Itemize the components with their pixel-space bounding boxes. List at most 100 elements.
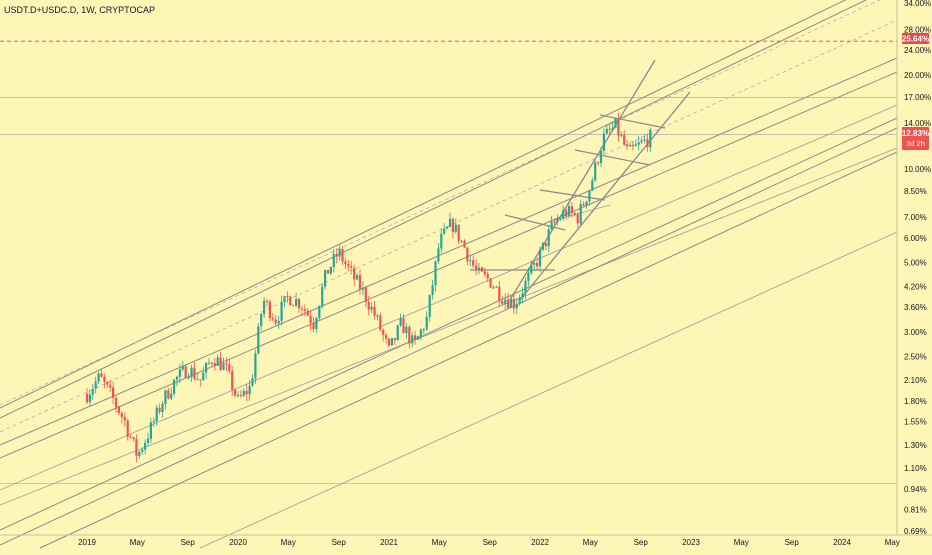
time-tick-label: Sep xyxy=(483,538,498,547)
candle xyxy=(446,226,449,230)
candle xyxy=(489,277,492,289)
candle xyxy=(405,323,408,339)
candle xyxy=(193,362,196,381)
candle xyxy=(265,298,269,307)
candle xyxy=(315,316,318,334)
price-tick-label: 2.10% xyxy=(904,376,927,385)
last-price-label: 12.83% xyxy=(902,129,929,138)
candle xyxy=(486,271,489,282)
candle xyxy=(292,304,295,307)
candle xyxy=(507,293,510,310)
candle xyxy=(556,214,559,226)
candle xyxy=(146,432,150,447)
candlestick-series xyxy=(85,112,652,463)
candle xyxy=(170,387,173,400)
candle xyxy=(149,418,152,444)
candle xyxy=(408,324,411,349)
price-tick-label: 8.50% xyxy=(904,187,927,196)
price-tick-label: 20.00% xyxy=(904,71,931,80)
candle xyxy=(300,305,303,317)
candle xyxy=(524,277,527,300)
price-tick-label: 3.60% xyxy=(904,303,927,312)
candle xyxy=(94,376,97,394)
candle xyxy=(152,417,155,428)
candle xyxy=(611,121,614,132)
candle xyxy=(425,311,428,331)
candle xyxy=(318,305,321,320)
candle xyxy=(312,316,315,333)
candle xyxy=(460,239,463,244)
candle xyxy=(181,361,184,372)
price-tick-label: 6.00% xyxy=(904,234,927,243)
candle xyxy=(512,294,515,314)
candle xyxy=(114,395,118,413)
candle xyxy=(239,390,242,399)
candle xyxy=(364,286,367,308)
candle xyxy=(283,295,286,308)
time-tick-label: May xyxy=(432,538,447,547)
trend-line xyxy=(0,127,898,546)
candle xyxy=(158,403,161,415)
trend-line xyxy=(0,71,898,459)
price-tick-label: 34.00% xyxy=(904,0,931,8)
time-tick-label: 2022 xyxy=(531,538,549,547)
symbol-title: USDT.D+USDC.D, 1W, CRYPTOCAP xyxy=(4,5,155,15)
time-tick-label: 2024 xyxy=(833,538,851,547)
price-scale[interactable]: 34.00% 28.00% 24.00% 20.00% 17.00% 14.00% 10.0… xyxy=(904,0,931,536)
candle xyxy=(620,131,623,138)
candle xyxy=(428,294,431,322)
candle xyxy=(219,351,222,371)
candle xyxy=(640,136,643,144)
candle xyxy=(582,201,585,207)
candle xyxy=(144,439,147,454)
horizontal-levels xyxy=(0,40,897,484)
candle xyxy=(565,206,568,220)
trend-line xyxy=(599,114,666,129)
price-tick-label: 17.00% xyxy=(904,93,931,102)
candle xyxy=(483,267,486,277)
candle xyxy=(443,222,446,235)
candle xyxy=(643,135,646,144)
price-tick-label: 24.00% xyxy=(904,46,931,55)
time-tick-label: May xyxy=(885,538,900,547)
price-tick-label: 2.50% xyxy=(904,353,927,362)
time-scale[interactable]: 2019 May Sep 2020 May Sep 2021 May Sep 2022 May Sep… xyxy=(78,538,900,547)
price-tick-label: 1.30% xyxy=(904,441,927,450)
last-price-marker: 12.83% 3d 2h xyxy=(902,127,929,150)
candle xyxy=(106,381,109,389)
candle xyxy=(597,161,600,167)
candle xyxy=(324,269,327,290)
trend-line xyxy=(0,57,898,446)
candle xyxy=(335,248,338,264)
candle xyxy=(277,315,280,329)
price-tick-label: 10.00% xyxy=(904,165,931,174)
candle xyxy=(623,130,626,146)
candle xyxy=(504,293,507,310)
price-tick-label: 28.00% xyxy=(904,25,931,34)
candle xyxy=(515,298,518,314)
trend-line xyxy=(39,151,898,549)
candle xyxy=(155,405,158,426)
trend-line xyxy=(574,149,651,166)
candle xyxy=(637,135,640,151)
candle xyxy=(387,337,391,348)
candle xyxy=(199,379,202,387)
candle xyxy=(271,313,274,322)
candle xyxy=(286,291,289,303)
candle xyxy=(591,177,594,192)
candle xyxy=(521,287,524,304)
candle xyxy=(547,225,550,252)
candle xyxy=(475,259,478,276)
candle xyxy=(457,224,460,245)
time-tick-label: 2020 xyxy=(229,538,247,547)
candle xyxy=(245,384,248,402)
candle xyxy=(274,315,277,327)
candle xyxy=(393,338,396,345)
candle xyxy=(135,434,138,463)
candle xyxy=(242,388,245,398)
candle xyxy=(190,364,193,382)
time-tick-label: May xyxy=(130,538,145,547)
